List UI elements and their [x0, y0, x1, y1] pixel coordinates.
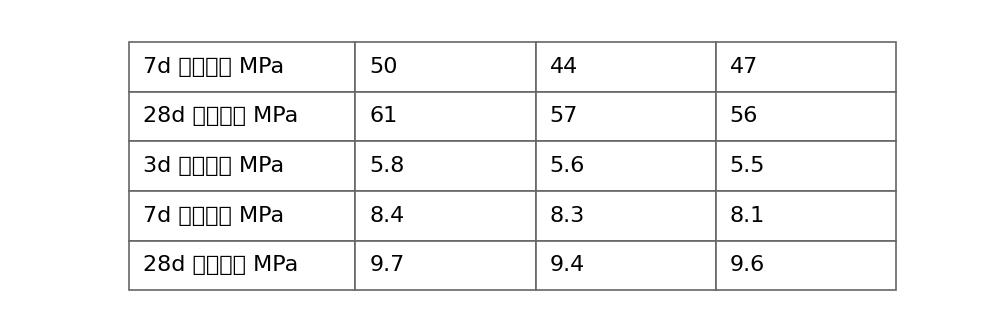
Bar [129, 92, 355, 141]
Bar [536, 240, 716, 290]
Bar [129, 42, 355, 92]
Bar [355, 191, 536, 240]
Text: 61: 61 [369, 107, 397, 126]
Bar [536, 42, 716, 92]
Text: 5.8: 5.8 [369, 156, 405, 176]
Text: 8.1: 8.1 [730, 206, 765, 226]
Bar [716, 191, 896, 240]
Bar [716, 240, 896, 290]
Bar [355, 141, 536, 191]
Text: 50: 50 [369, 57, 398, 77]
Text: 28d 抗压强度 MPa: 28d 抗压强度 MPa [143, 255, 298, 275]
Bar [355, 92, 536, 141]
Text: 28d 抗折强度 MPa: 28d 抗折强度 MPa [143, 107, 298, 126]
Text: 5.5: 5.5 [730, 156, 765, 176]
Bar [716, 141, 896, 191]
Bar [129, 191, 355, 240]
Text: 8.4: 8.4 [369, 206, 404, 226]
Bar [129, 141, 355, 191]
Bar [355, 240, 536, 290]
Text: 47: 47 [730, 57, 758, 77]
Text: 7d 抗折强度 MPa: 7d 抗折强度 MPa [143, 57, 284, 77]
Bar [355, 42, 536, 92]
Text: 9.7: 9.7 [369, 255, 404, 275]
Bar [536, 191, 716, 240]
Text: 9.6: 9.6 [730, 255, 765, 275]
Text: 44: 44 [549, 57, 578, 77]
Bar [536, 141, 716, 191]
Text: 9.4: 9.4 [549, 255, 585, 275]
Bar [129, 240, 355, 290]
Text: 3d 抗压强度 MPa: 3d 抗压强度 MPa [143, 156, 284, 176]
Bar [716, 42, 896, 92]
Text: 8.3: 8.3 [549, 206, 585, 226]
Text: 57: 57 [549, 107, 578, 126]
Bar [716, 92, 896, 141]
Text: 56: 56 [730, 107, 758, 126]
Bar [536, 92, 716, 141]
Text: 7d 抗压强度 MPa: 7d 抗压强度 MPa [143, 206, 284, 226]
Text: 5.6: 5.6 [549, 156, 585, 176]
